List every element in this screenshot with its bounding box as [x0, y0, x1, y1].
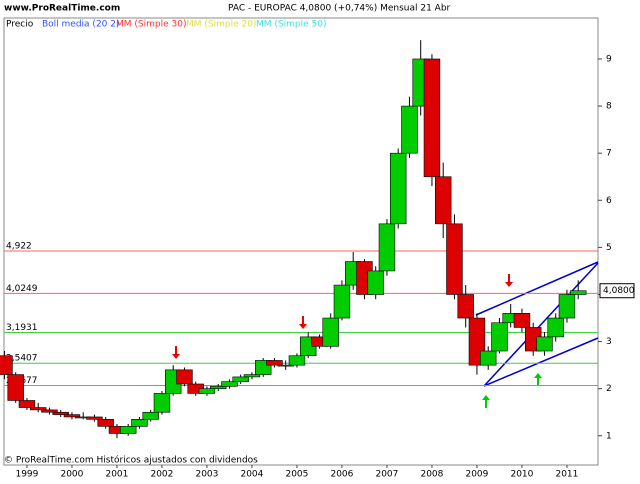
legend-entry: MM (Simple 20)	[186, 20, 256, 30]
level-label: 4,0249	[6, 284, 38, 294]
candle-body	[536, 336, 553, 352]
candle-body	[221, 381, 238, 387]
arrow-down	[172, 346, 180, 359]
y-tick-label: 8	[606, 102, 612, 112]
price-tag-label: 4,0800	[603, 286, 635, 296]
y-tick-label: 1	[606, 431, 612, 441]
arrow-up	[482, 395, 490, 408]
level-label: 3,1931	[6, 323, 38, 333]
candle-body	[232, 376, 249, 382]
candle-body	[423, 58, 441, 178]
price-tag	[599, 283, 635, 299]
channel-line	[483, 337, 599, 387]
candle-body	[142, 411, 159, 420]
candle-body	[547, 317, 564, 338]
x-tick-label: 2008	[420, 470, 443, 480]
candle-body	[333, 284, 351, 319]
channel-line	[475, 261, 599, 316]
site: www.ProRealTime.com	[4, 4, 120, 14]
candle-body	[569, 290, 587, 295]
footer: © ProRealTime.com Históricos ajustados c…	[4, 455, 258, 466]
candle-body	[29, 407, 47, 411]
x-tick-label: 2005	[285, 470, 308, 480]
candle-body	[479, 350, 497, 366]
candle-body	[558, 294, 576, 319]
candle-body	[389, 152, 407, 225]
candle-body	[18, 400, 36, 408]
candle-body	[153, 393, 171, 413]
arrow-down	[299, 316, 307, 329]
legend-entry: Precio	[6, 20, 34, 30]
candle-body	[119, 426, 137, 434]
candle-body	[288, 355, 306, 366]
legend-entry: MM (Simple 50)	[256, 20, 326, 30]
plot-frame	[3, 17, 599, 466]
x-tick-label: 2010	[510, 470, 533, 480]
y-tick-label: 7	[606, 149, 612, 159]
y-tick-label: 3	[606, 337, 612, 347]
legend-entry: Boll media (20 2)	[42, 20, 120, 30]
candle-body	[176, 369, 193, 385]
candle-body	[513, 313, 531, 328]
y-tick-label: 9	[606, 54, 612, 64]
candle-body	[52, 411, 69, 415]
x-tick-label: 2006	[330, 470, 353, 480]
x-tick-label: 2001	[105, 470, 128, 480]
candle-body	[446, 223, 463, 295]
candle-body	[378, 223, 396, 272]
arrow-up	[534, 373, 542, 386]
candle-body	[491, 322, 508, 352]
candle-body	[0, 355, 13, 375]
y-tick-label: 6	[606, 196, 612, 206]
candle-body	[209, 386, 227, 389]
arrow-down	[505, 274, 513, 287]
candle-body	[243, 374, 261, 378]
x-tick-label: 2007	[375, 470, 398, 480]
channel-line	[483, 262, 599, 387]
candle-body	[322, 317, 339, 347]
y-tick-label: 5	[606, 243, 612, 253]
x-tick-label: 1999	[15, 470, 38, 480]
chart-title: PAC - EUROPAC 4,0800 (+0,74%) Mensual 21…	[228, 4, 451, 14]
level-label: 4,922	[6, 242, 32, 252]
candle-body	[401, 105, 418, 154]
x-tick-label: 2009	[465, 470, 488, 480]
candle-body	[434, 176, 452, 225]
candle-body	[277, 364, 294, 367]
candle-body	[41, 409, 58, 413]
candle-body	[63, 414, 81, 418]
x-tick-label: 2003	[195, 470, 218, 480]
candle-body	[97, 419, 114, 427]
level-label: 2,5407	[6, 354, 38, 364]
x-tick-label: 2000	[60, 470, 83, 480]
x-tick-label: 2004	[240, 470, 263, 480]
candle-body	[457, 294, 474, 319]
x-tick-label: 2002	[150, 470, 173, 480]
candle-body	[367, 270, 384, 295]
y-tick-label: 2	[606, 384, 612, 394]
candle-body	[86, 416, 103, 420]
candle-body	[7, 374, 24, 401]
candle-body	[198, 388, 216, 394]
candle-body	[266, 360, 283, 366]
candle-body	[131, 419, 148, 427]
legend-entry: MM (Simple 30)	[116, 20, 186, 30]
x-tick-label: 2011	[555, 470, 578, 480]
